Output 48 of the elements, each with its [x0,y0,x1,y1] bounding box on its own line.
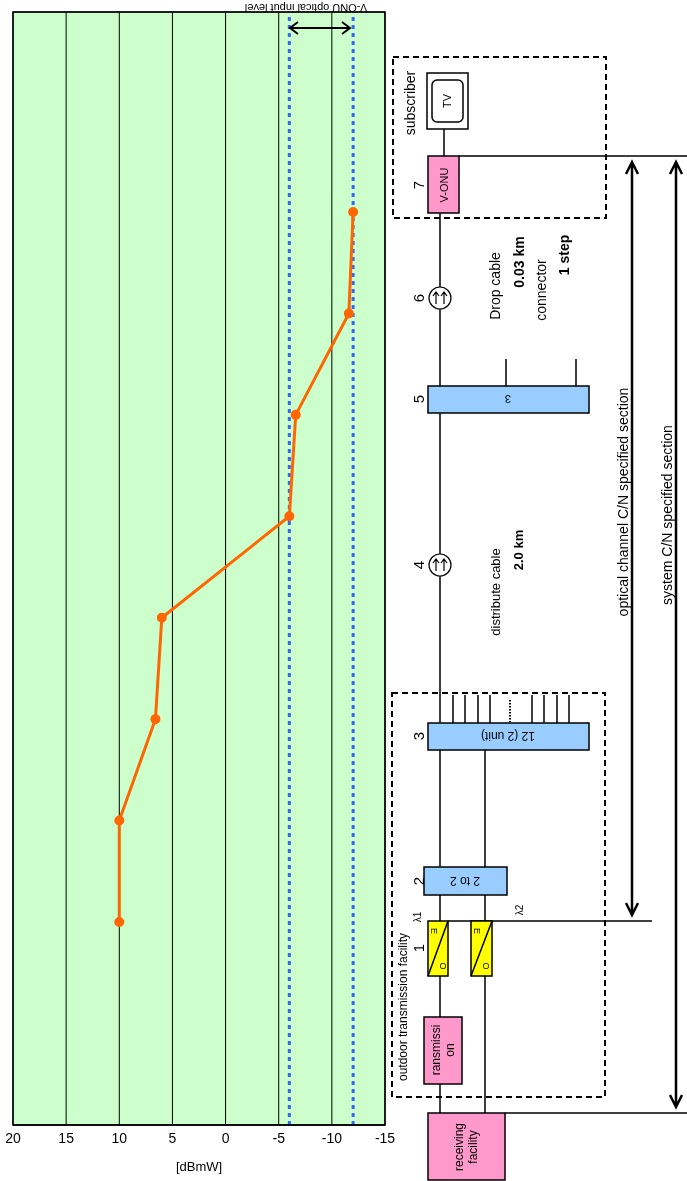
text: distribute cable [487,548,503,636]
text: system C/N specified section [659,425,675,605]
text: connector [533,258,549,321]
text: 3 [409,731,427,741]
text: V-ONU optical input level [244,2,368,14]
text: O [481,962,491,970]
x-tick-label: 0 [221,1129,230,1146]
text: 2.0 km [510,529,526,571]
point [156,612,167,623]
point [284,511,295,522]
text: V-ONU [438,167,450,203]
text: optical channel C/N specified section [615,387,631,617]
point [343,308,354,319]
text: TV [441,93,453,109]
text: ransmissi on [428,1024,458,1076]
text: E [429,927,439,935]
x-tick-label: -15 [374,1129,396,1146]
text: outdoor transmission facility [396,932,410,1082]
point [114,917,125,927]
x-axis-title: [dBmW] [175,1158,223,1174]
point [150,714,161,725]
text: 1 [409,943,427,953]
text: λ1 [411,911,423,923]
x-tick-label: -5 [272,1129,286,1146]
x-tick-label: 5 [168,1129,177,1146]
text: 4 [409,560,427,570]
text: 1 step [556,234,572,276]
x-tick-label: 15 [58,1129,75,1146]
text: O [438,962,448,970]
text: E [472,927,482,935]
text: λ2 [513,904,525,916]
point [290,409,301,420]
text: Drop cable [487,251,503,320]
text: 0.03 km [511,236,527,288]
text: 6 [409,293,427,303]
text: 12 (2 unit) [480,729,536,743]
text: 5 [409,394,427,404]
point [348,207,359,217]
point [114,815,125,826]
text: 2 [409,876,427,886]
text: 7 [409,180,427,190]
text: 3 [504,393,512,405]
text: 2 to 2 [449,874,481,888]
text: receiving facility [451,1122,481,1172]
x-tick-label: 10 [111,1129,128,1146]
x-tick-label: 20 [5,1129,21,1146]
x-tick-label: -10 [321,1129,343,1146]
text: subscriber [402,70,418,136]
